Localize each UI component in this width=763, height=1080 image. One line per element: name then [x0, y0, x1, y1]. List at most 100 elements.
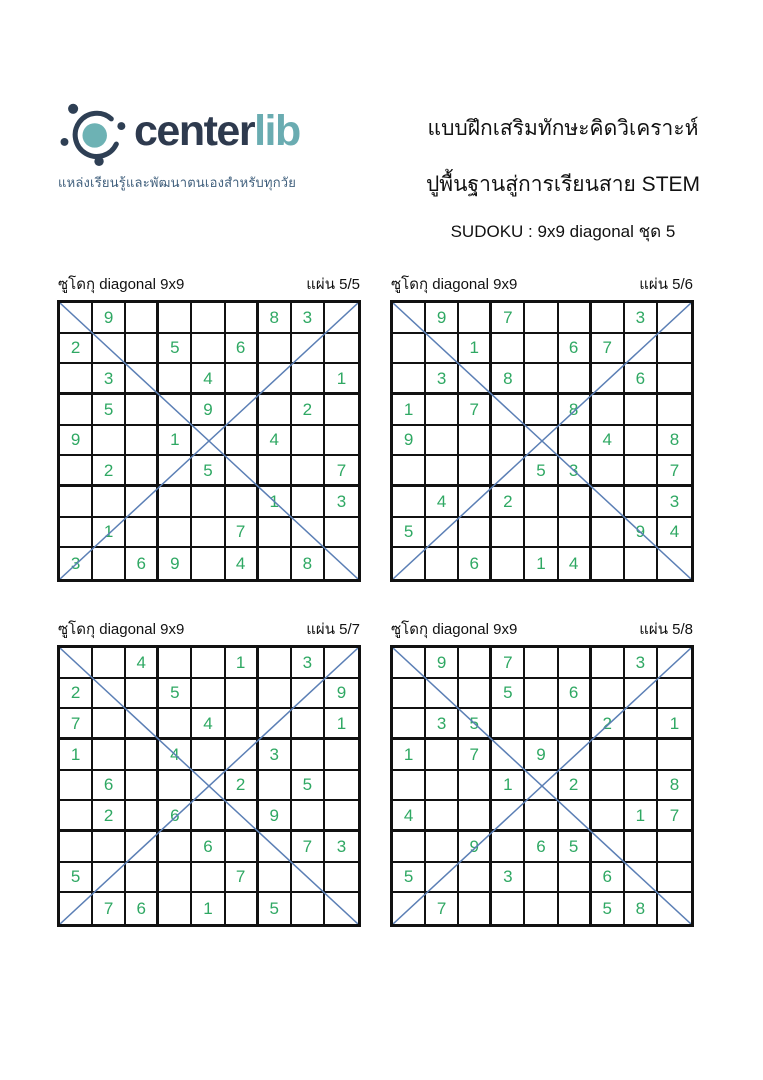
- sudoku-cell: [324, 395, 358, 426]
- sudoku-cell: [93, 548, 127, 579]
- sudoku-cell: [525, 517, 559, 549]
- sudoku-cell: 5: [525, 456, 559, 487]
- puzzle-title: ซูโดกุ diagonal 9x9: [391, 621, 518, 638]
- sudoku-cell: [60, 831, 94, 863]
- sudoku-cell: [426, 801, 460, 832]
- sudoku-cell: 5: [592, 893, 625, 924]
- sudoku-cell: [459, 648, 493, 679]
- sudoku-cell: 9: [258, 801, 292, 832]
- sudoku-cell: [60, 303, 94, 334]
- sudoku-cell: 7: [93, 893, 127, 924]
- sudoku-cell: 2: [93, 801, 127, 832]
- sudoku-cell: [159, 709, 193, 740]
- sudoku-cell: [459, 303, 493, 334]
- sudoku-cell: [324, 518, 358, 549]
- sudoku-cell: [225, 678, 259, 710]
- sudoku-cell: 5: [259, 893, 292, 924]
- sudoku-cell: [459, 801, 493, 832]
- sudoku-cell: [225, 739, 259, 771]
- sudoku-cell: [60, 364, 94, 395]
- sudoku-cell: 8: [292, 548, 325, 579]
- sudoku-cell: [60, 486, 94, 518]
- sudoku-cell: [426, 517, 460, 549]
- sudoku-cell: 5: [393, 517, 427, 549]
- sudoku-cell: [258, 394, 292, 426]
- sudoku-cell: 5: [558, 831, 592, 863]
- sudoku-cell: [60, 648, 94, 679]
- sudoku-cell: 4: [559, 548, 592, 579]
- sudoku-cell: [426, 678, 460, 710]
- sudoku-cell: [258, 770, 292, 802]
- sudoku-cell: 7: [426, 893, 460, 924]
- sudoku-cell: 4: [258, 425, 292, 457]
- sudoku-cell: [126, 739, 160, 771]
- sudoku-cell: 9: [60, 425, 94, 457]
- sudoku-cell: 5: [192, 456, 226, 487]
- sudoku-cell: [258, 678, 292, 710]
- sudoku-cell: 9: [426, 648, 460, 679]
- sudoku-cell: [225, 394, 259, 426]
- sudoku-cell: [624, 770, 658, 802]
- sudoku-cell: 4: [126, 648, 160, 679]
- sudoku-cell: [657, 679, 691, 710]
- sudoku-cell: [259, 548, 292, 579]
- sudoku-cell: 2: [225, 770, 259, 802]
- sudoku-cell: [591, 678, 625, 710]
- sudoku-cell: [393, 548, 427, 579]
- sudoku-cell: 3: [492, 862, 526, 894]
- sudoku-cell: [192, 486, 226, 518]
- sudoku-cell: [126, 456, 160, 487]
- sudoku-cell: [324, 771, 358, 802]
- puzzle-title: ซูโดกุ diagonal 9x9: [58, 276, 185, 293]
- sudoku-cell: 2: [558, 770, 592, 802]
- puzzle-header: ซูโดกุ diagonal 9x9 แผ่น 5/8: [390, 617, 694, 641]
- sudoku-cell: 8: [558, 394, 592, 426]
- brand-text-center: center: [134, 106, 256, 155]
- sudoku-cell: 5: [393, 862, 427, 894]
- sudoku-cell: 6: [459, 548, 493, 579]
- sudoku-cell: 4: [192, 709, 226, 740]
- sudoku-cell: [558, 648, 592, 679]
- sudoku-cell: [225, 709, 259, 740]
- sudoku-cell: 6: [558, 678, 592, 710]
- sudoku-cell: [291, 517, 325, 549]
- sudoku-cell: [225, 801, 259, 832]
- sudoku-cell: [592, 548, 625, 579]
- sudoku-cell: [426, 333, 460, 365]
- sudoku-cell: [657, 648, 691, 679]
- sudoku-cell: 7: [324, 456, 358, 487]
- sudoku-cell: [93, 709, 127, 740]
- sudoku-cell: 4: [657, 518, 691, 549]
- sudoku-cell: [426, 456, 460, 487]
- sudoku-cell: [93, 333, 127, 365]
- sudoku-cell: [324, 801, 358, 832]
- sudoku-cell: [258, 831, 292, 863]
- sudoku-cell: [625, 548, 658, 579]
- sudoku-cell: 1: [657, 709, 691, 740]
- sudoku-cell: 1: [459, 333, 493, 365]
- sudoku-cell: [324, 740, 358, 771]
- sudoku-cell: [258, 333, 292, 365]
- sudoku-cell: [426, 548, 460, 579]
- sudoku-cell: [324, 426, 358, 457]
- sudoku-cell: [558, 517, 592, 549]
- sudoku-cell: [591, 770, 625, 802]
- sudoku-cell: [657, 303, 691, 334]
- sudoku-cell: [159, 486, 193, 518]
- sudoku-cell: 4: [192, 364, 226, 395]
- sudoku-cell: [624, 678, 658, 710]
- sudoku-cell: 7: [459, 739, 493, 771]
- sudoku-cell: 5: [159, 333, 193, 365]
- sudoku-cell: [558, 801, 592, 832]
- sudoku-cell: [492, 739, 526, 771]
- sudoku-cell: [525, 486, 559, 518]
- sudoku-cell: 1: [324, 364, 358, 395]
- sudoku-cell: 5: [492, 678, 526, 710]
- sudoku-cell: [393, 770, 427, 802]
- title-line-3: SUDOKU : 9x9 diagonal ชุด 5: [450, 222, 676, 241]
